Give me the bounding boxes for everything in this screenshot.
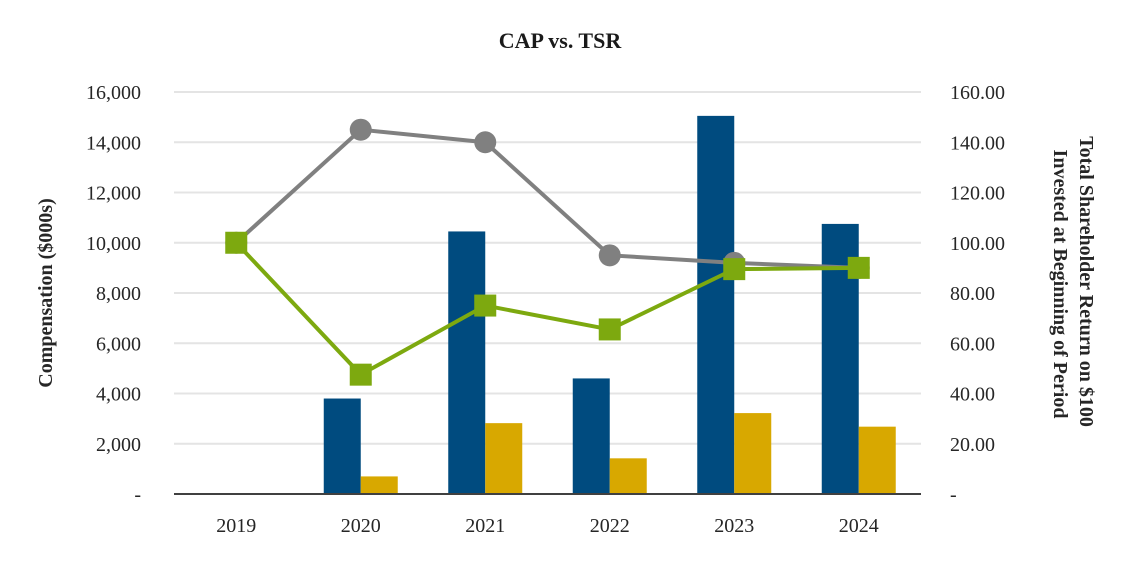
y-tick-left: -: [134, 484, 141, 506]
y-tick-left: 2,000: [96, 434, 141, 456]
y-tick-left: 16,000: [86, 82, 141, 104]
y-tick-right: 100.00: [950, 233, 1005, 255]
point-2-2024: [847, 256, 870, 279]
x-tick-2022: 2022: [590, 515, 630, 537]
gridlines: [174, 91, 921, 445]
bar-1-2022: [572, 378, 610, 494]
bar-1-2020: [323, 398, 361, 494]
point-2-2019: [225, 231, 248, 254]
x-tick-2020: 2020: [341, 515, 381, 537]
x-tick-2024: 2024: [839, 515, 879, 537]
y-tick-left: 6,000: [96, 333, 141, 355]
chart-title: CAP vs. TSR: [499, 28, 623, 53]
point-1-2020: [349, 118, 372, 141]
point-1-2022: [598, 244, 621, 267]
y-tick-right: -: [950, 484, 957, 506]
y-tick-right: 80.00: [950, 283, 995, 305]
y-axis-left-ticks: - 2,000 4,000 6,000 8,000 10,000 12,000 14,000 1…: [86, 82, 141, 506]
x-axis-ticks: 2019 2020 2021 2022 2023 2024: [216, 515, 879, 537]
y-tick-left: 12,000: [86, 183, 141, 205]
y-tick-right: 20.00: [950, 434, 995, 456]
bar-2-2020: [360, 476, 398, 494]
bar-series: [323, 115, 896, 495]
point-1-2021: [474, 131, 497, 154]
x-tick-2021: 2021: [465, 515, 505, 537]
x-tick-2023: 2023: [714, 515, 754, 537]
point-2-2022: [598, 318, 621, 341]
y-tick-right: 40.00: [950, 384, 995, 406]
bar-2-2022: [609, 458, 647, 494]
y-tick-right: 140.00: [950, 132, 1005, 154]
y-tick-left: 8,000: [96, 283, 141, 305]
point-2-2023: [723, 258, 746, 281]
y-tick-left: 14,000: [86, 132, 141, 154]
bar-2-2023: [734, 413, 772, 494]
y-axis-right-label-line-2: Invested at Beginning of Period: [1049, 150, 1071, 419]
bar-2-2021: [485, 423, 523, 494]
point-2-2021: [474, 294, 497, 317]
bar-1-2021: [448, 231, 486, 494]
line-2: [234, 241, 859, 377]
x-tick-2019: 2019: [216, 515, 256, 537]
bar-2-2024: [858, 426, 896, 494]
y-axis-right-label-line-1: Total Shareholder Return on $100: [1075, 136, 1097, 427]
point-2-2020: [349, 363, 372, 386]
y-axis-right-label: Total Shareholder Return on $100 Investe…: [1049, 136, 1097, 432]
y-tick-left: 4,000: [96, 384, 141, 406]
line-1: [234, 127, 859, 270]
line-series: [225, 118, 870, 386]
y-axis-left-label: Compensation ($000s): [35, 198, 57, 387]
y-axis-right-ticks: - 20.00 40.00 60.00 80.00 100.00 120.00 140.00 1…: [950, 82, 1005, 506]
bar-1-2023: [697, 115, 735, 495]
y-tick-right: 60.00: [950, 333, 995, 355]
y-tick-left: 10,000: [86, 233, 141, 255]
y-tick-right: 160.00: [950, 82, 1005, 104]
y-tick-right: 120.00: [950, 183, 1005, 205]
